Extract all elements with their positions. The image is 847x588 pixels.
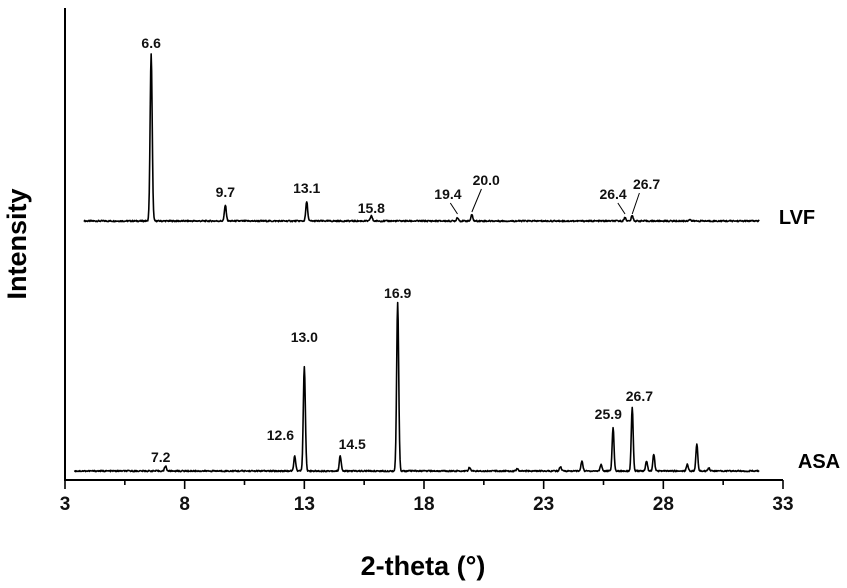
peak-label-asa: 16.9 [384,285,411,301]
peak-leader-line [471,188,482,213]
peak-label-asa: 7.2 [151,449,171,465]
x-tick-label: 8 [179,494,190,515]
x-tick-label: 23 [533,494,554,515]
x-tick-label: 33 [772,494,793,515]
peak-labels: 6.6 9.7 13.1 15.8 19.4 20.0 26.4 26.7 7.2 12.6 13.… [141,35,660,465]
y-axis-title: Intensity [2,188,32,299]
series-line-lvf [83,53,760,223]
peak-label-lvf: 13.1 [293,180,320,196]
x-axis-ticks: 3 8 13 18 23 28 33 [60,480,794,515]
peak-leader-line [449,202,458,215]
x-tick-label: 18 [413,494,434,515]
peak-label-lvf: 19.4 [434,186,461,202]
series-label-asa: ASA [798,451,840,473]
peak-label-asa: 14.5 [339,436,366,452]
x-tick-label: 13 [294,494,315,515]
series-label-lvf: LVF [779,207,815,229]
peak-leader-line [631,192,640,215]
series-lines [73,53,760,473]
peak-label-lvf: 26.4 [599,186,626,202]
x-tick-label: 28 [653,494,674,515]
peak-label-lvf: 26.7 [633,176,660,192]
series-line-asa [73,301,760,473]
x-tick-label: 3 [60,494,71,515]
peak-leader-line [617,202,626,215]
peak-label-lvf: 20.0 [473,172,500,188]
peak-label-lvf: 6.6 [141,35,161,51]
peak-label-lvf: 9.7 [216,184,236,200]
peak-label-lvf: 15.8 [358,200,385,216]
x-axis-title: 2-theta (°) [361,551,486,581]
peak-label-asa: 12.6 [267,427,294,443]
peak-label-asa: 25.9 [595,406,622,422]
peak-label-asa: 13.0 [291,329,318,345]
peak-label-asa: 26.7 [626,388,653,404]
